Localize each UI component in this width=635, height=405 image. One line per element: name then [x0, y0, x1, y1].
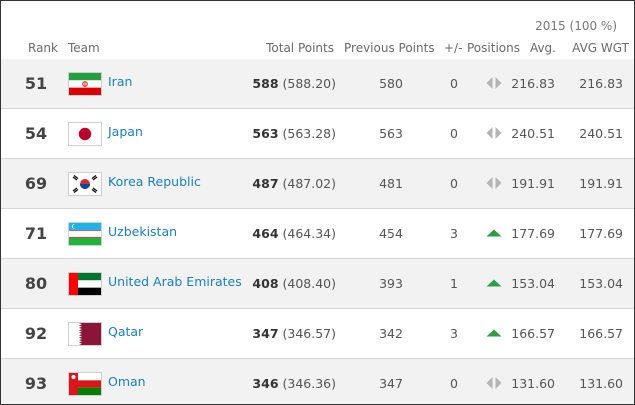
avg-value: 131.60: [511, 376, 555, 391]
equal-arrows-icon: [485, 125, 503, 141]
year-weight-label: 2015 (100 %): [535, 19, 617, 33]
team-link-qatar[interactable]: Qatar: [108, 324, 144, 339]
total-points-value: 347: [252, 326, 279, 341]
rank-value: 69: [24, 174, 48, 193]
total-points-value: 464: [252, 226, 279, 241]
total-points-value: 408: [252, 276, 279, 291]
oman-flag-icon: [68, 372, 102, 396]
qatar-flag-icon: [68, 322, 102, 346]
table-row: 80 United Arab Emirates 408 (408.40) 393…: [1, 259, 634, 309]
rank-diff: 0: [450, 376, 458, 391]
rank-diff: 3: [450, 226, 458, 241]
avg-wgt-value: 177.69: [579, 226, 623, 241]
equal-arrows-icon: [485, 375, 503, 391]
avg-wgt-value: 240.51: [579, 126, 623, 141]
total-points-precise: (464.34): [282, 226, 337, 241]
total-points: 487 (487.02): [252, 176, 336, 191]
avg-wgt-value: 191.91: [579, 176, 623, 191]
avg-value: 177.69: [511, 226, 555, 241]
total-points: 563 (563.28): [252, 126, 336, 141]
total-points-precise: (487.02): [282, 176, 337, 191]
header-total-points: Total Points: [266, 41, 334, 55]
equal-arrows-icon: [485, 75, 503, 91]
table-body: 51 Iran 588 (588.20) 580 0 216.83 216.83: [1, 59, 634, 404]
avg-wgt-value: 131.60: [579, 376, 623, 391]
up-arrow-icon: [485, 225, 503, 241]
header-diff: +/-: [444, 41, 463, 55]
header-avg-wgt: AVG WGT: [572, 41, 629, 55]
rank-value: 80: [24, 274, 48, 293]
total-points-precise: (588.20): [282, 76, 337, 91]
table-row: 54 Japan 563 (563.28) 563 0 240.51 240.5…: [1, 109, 634, 159]
uzbekistan-flag-icon: [68, 222, 102, 246]
table-header: Rank Team Total Points Previous Points +…: [1, 39, 634, 60]
total-points: 588 (588.20): [252, 76, 336, 91]
avg-value: 240.51: [511, 126, 555, 141]
team-link-japan[interactable]: Japan: [108, 124, 143, 139]
team-link-oman[interactable]: Oman: [108, 374, 146, 389]
rank-diff: 0: [450, 76, 458, 91]
previous-points: 563: [379, 126, 403, 141]
team-link-korea-republic[interactable]: Korea Republic: [108, 174, 201, 189]
japan-flag-icon: [68, 122, 102, 146]
total-points-precise: (346.36): [282, 376, 337, 391]
previous-points: 454: [379, 226, 403, 241]
total-points-precise: (346.57): [282, 326, 337, 341]
header-team: Team: [68, 41, 100, 55]
total-points-precise: (408.40): [282, 276, 337, 291]
total-points-value: 346: [252, 376, 279, 391]
rank-diff: 0: [450, 176, 458, 191]
avg-value: 166.57: [511, 326, 555, 341]
previous-points: 481: [379, 176, 403, 191]
total-points-value: 588: [252, 76, 279, 91]
uae-flag-icon: [68, 272, 102, 296]
table-row: 51 Iran 588 (588.20) 580 0 216.83 216.83: [1, 59, 634, 109]
up-arrow-icon: [485, 325, 503, 341]
team-link-uzbekistan[interactable]: Uzbekistan: [108, 224, 178, 239]
previous-points: 342: [379, 326, 403, 341]
table-row: 92 Qatar 347 (346.57) 342 3 166.57 166.5…: [1, 309, 634, 359]
avg-wgt-value: 216.83: [579, 76, 623, 91]
avg-wgt-value: 166.57: [579, 326, 623, 341]
rank-value: 93: [24, 374, 48, 393]
up-arrow-icon: [485, 275, 503, 291]
total-points-value: 563: [252, 126, 279, 141]
avg-wgt-value: 153.04: [579, 276, 623, 291]
total-points: 346 (346.36): [252, 376, 336, 391]
avg-value: 216.83: [511, 76, 555, 91]
avg-value: 191.91: [511, 176, 555, 191]
previous-points: 347: [379, 376, 403, 391]
rank-diff: 3: [450, 326, 458, 341]
korea-republic-flag-icon: [68, 172, 102, 196]
previous-points: 393: [379, 276, 403, 291]
table-row: 71 Uzbekistan 464 (464.34) 454 3 177.6: [1, 209, 634, 259]
total-points: 347 (346.57): [252, 326, 336, 341]
total-points: 408 (408.40): [252, 276, 336, 291]
rank-diff: 0: [450, 126, 458, 141]
equal-arrows-icon: [485, 175, 503, 191]
rank-diff: 1: [450, 276, 458, 291]
avg-value: 153.04: [511, 276, 555, 291]
total-points-precise: (563.28): [282, 126, 337, 141]
iran-flag-icon: [68, 72, 102, 96]
team-link-iran[interactable]: Iran: [108, 74, 133, 89]
rank-value: 51: [24, 74, 48, 93]
rank-value: 54: [24, 124, 48, 143]
table-row: 93 Oman 346 (346.36) 347 0 131.60 131.60: [1, 359, 634, 404]
total-points: 464 (464.34): [252, 226, 336, 241]
header-rank: Rank: [28, 41, 58, 55]
team-link-united-arab-emirates[interactable]: United Arab Emirates: [108, 274, 242, 289]
header-previous-points: Previous Points: [344, 41, 435, 55]
previous-points: 580: [379, 76, 403, 91]
table-row: 69 Korea Republic 487 (487.02) 481 0: [1, 159, 634, 209]
rank-value: 71: [24, 224, 48, 243]
total-points-value: 487: [252, 176, 279, 191]
header-positions: Positions: [467, 41, 520, 55]
header-avg: Avg.: [529, 41, 556, 55]
rank-value: 92: [24, 324, 48, 343]
